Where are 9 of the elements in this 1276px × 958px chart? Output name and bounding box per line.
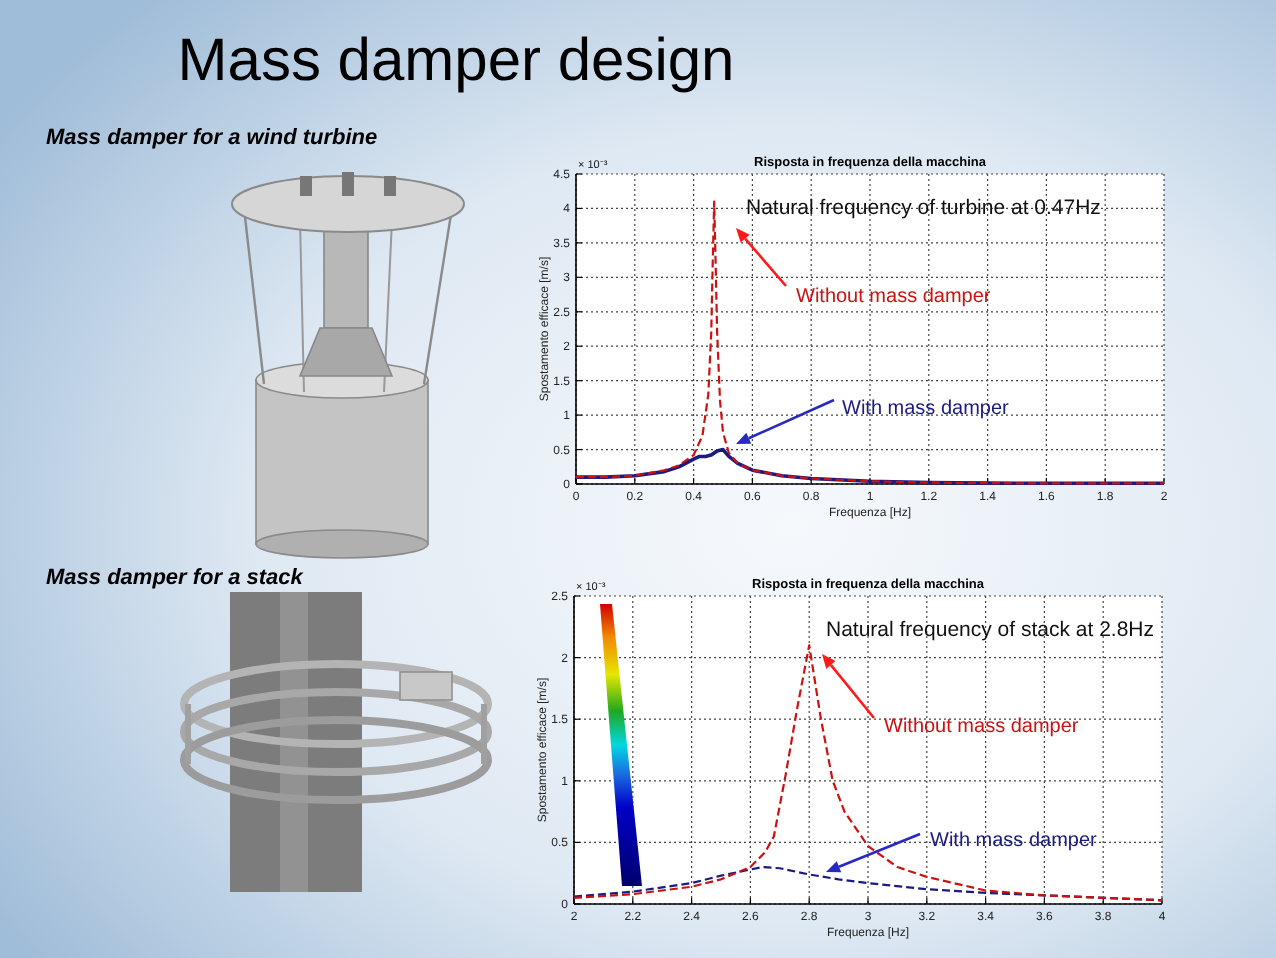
annotation: Natural frequency of turbine at 0.47Hz: [746, 196, 1101, 220]
text: Mass damper for a stack: [46, 566, 305, 590]
annotation: Natural frequency of stack at 2.8Hz: [826, 618, 1154, 642]
series-label: With mass damper: [930, 830, 1099, 852]
text: Mass damper design: [177, 28, 735, 94]
text: Mass damper for a wind turbine: [46, 126, 378, 150]
text: With mass damper: [842, 398, 1011, 420]
text: Without mass damper: [884, 716, 1080, 738]
text: Without mass damper: [796, 286, 992, 308]
